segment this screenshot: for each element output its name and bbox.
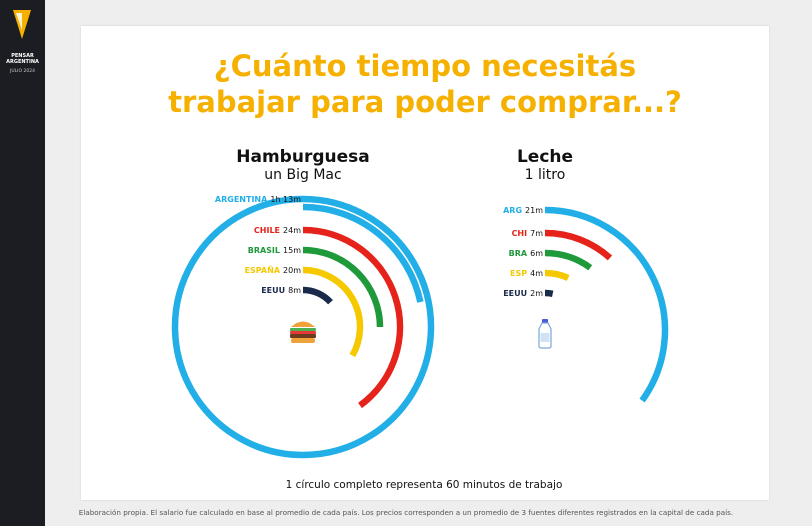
country-label-hamburguesa-espana: ESPAÑA (245, 265, 281, 275)
country-label-leche-esp: ESP (510, 269, 527, 278)
chart-subtitle-leche: 1 litro (525, 167, 566, 183)
value-label-leche-esp: 4m (530, 269, 543, 278)
country-label-leche-chi: CHI (512, 229, 528, 238)
arc-leche-bra (544, 249, 593, 271)
arc-leche-arg (544, 206, 669, 403)
country-label-hamburguesa-chile: CHILE (254, 226, 280, 235)
arc-leche-eeuu (544, 289, 554, 298)
publish-date: JULIO 2024 (10, 69, 35, 74)
country-label-leche-arg: ARG (503, 206, 522, 215)
brand-name-line1: PENSAR (11, 53, 34, 59)
arc-hamburguesa-argentina-extra (302, 203, 424, 303)
footer-note: Elaboración propia. El salario fue calcu… (78, 508, 734, 517)
arc-hamburguesa-chile (302, 226, 404, 409)
arc-leche-esp (544, 269, 570, 281)
sidebar: PENSAR ARGENTINA JULIO 2024 (0, 0, 45, 526)
value-label-hamburguesa-brasil: 15m (283, 246, 301, 255)
pensar-argentina-logo-icon (13, 10, 31, 39)
value-label-leche-eeuu: 2m (530, 289, 543, 298)
value-label-leche-bra: 6m (530, 249, 543, 258)
scale-note: 1 círculo completo representa 60 minutos… (286, 479, 563, 491)
arc-hamburguesa-brasil (302, 246, 384, 328)
country-label-leche-eeuu: EEUU (503, 289, 527, 298)
milk-bottle-icon (538, 319, 552, 349)
value-label-hamburguesa-eeuu: 8m (288, 286, 301, 295)
brand-name-line2: ARGENTINA (6, 59, 39, 65)
arc-hamburguesa-argentina-full (171, 195, 435, 459)
title-line2: trabajar para poder comprar...? (168, 85, 682, 119)
country-label-hamburguesa-argentina: ARGENTINA (215, 195, 268, 204)
value-label-hamburguesa-chile: 24m (283, 226, 301, 235)
country-label-hamburguesa-eeuu: EEUU (261, 286, 285, 295)
chart-title-hamburguesa: Hamburguesa (236, 147, 369, 167)
arc-hamburguesa-eeuu (302, 286, 333, 305)
chart-subtitle-hamburguesa: un Big Mac (264, 167, 341, 183)
arc-leche-chi (544, 229, 613, 261)
value-label-leche-chi: 7m (530, 229, 543, 238)
chart-title-leche: Leche (517, 147, 573, 167)
value-label-hamburguesa-argentina: 1h 13m (270, 195, 301, 204)
arc-hamburguesa-espana (302, 266, 364, 358)
value-label-leche-arg: 21m (525, 206, 543, 215)
country-label-leche-bra: BRA (509, 249, 528, 258)
value-label-hamburguesa-espana: 20m (283, 266, 301, 275)
title-line1: ¿Cuánto tiempo necesitás (213, 49, 637, 83)
hamburger-icon (290, 321, 316, 343)
country-label-hamburguesa-brasil: BRASIL (248, 246, 280, 255)
infographic-card: ¿Cuánto tiempo necesitás trabajar para p… (81, 26, 769, 500)
